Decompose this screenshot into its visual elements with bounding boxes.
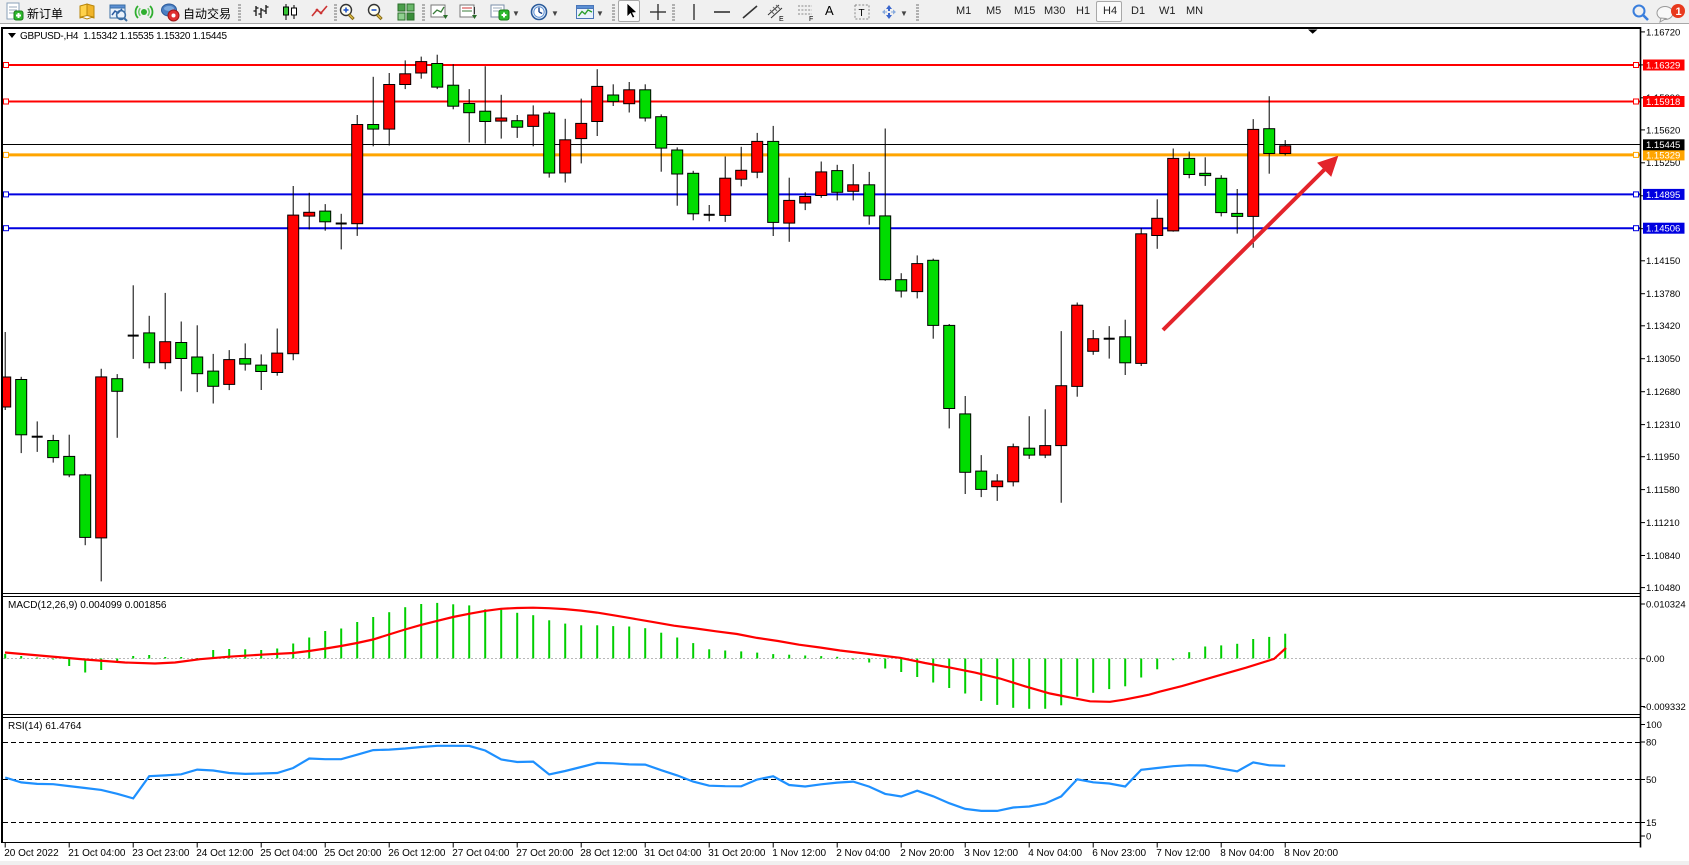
svg-text:1.14506: 1.14506	[1646, 224, 1680, 235]
svg-text:1.15918: 1.15918	[1646, 97, 1680, 108]
svg-text:3 Nov 12:00: 3 Nov 12:00	[964, 848, 1018, 859]
svg-text:1.13050: 1.13050	[1646, 354, 1680, 365]
svg-text:1.15445: 1.15445	[1646, 140, 1680, 151]
svg-text:MACD(12,26,9) 0.004099 0.00185: MACD(12,26,9) 0.004099 0.001856	[8, 600, 167, 611]
svg-text:25 Oct 20:00: 25 Oct 20:00	[324, 848, 382, 859]
svg-text:0: 0	[1646, 831, 1651, 842]
svg-text:1.10840: 1.10840	[1646, 551, 1680, 562]
svg-text:1.11580: 1.11580	[1646, 485, 1680, 496]
svg-text:7 Nov 12:00: 7 Nov 12:00	[1156, 848, 1210, 859]
svg-text:31 Oct 20:00: 31 Oct 20:00	[708, 848, 766, 859]
svg-text:0.010324: 0.010324	[1646, 599, 1686, 610]
svg-text:1: 1	[1676, 6, 1682, 18]
svg-text:15: 15	[1646, 818, 1657, 829]
svg-text:1.11210: 1.11210	[1646, 518, 1680, 529]
svg-text:-0.009332: -0.009332	[1643, 702, 1686, 713]
svg-text:8 Nov 04:00: 8 Nov 04:00	[1220, 848, 1274, 859]
svg-text:28 Oct 12:00: 28 Oct 12:00	[580, 848, 638, 859]
svg-text:1.16720: 1.16720	[1646, 27, 1680, 38]
svg-text:1 Nov 12:00: 1 Nov 12:00	[772, 848, 826, 859]
svg-text:E: E	[779, 16, 784, 22]
svg-text:1.13420: 1.13420	[1646, 321, 1680, 332]
svg-text:25 Oct 04:00: 25 Oct 04:00	[260, 848, 318, 859]
svg-text:27 Oct 04:00: 27 Oct 04:00	[452, 848, 510, 859]
svg-text:F: F	[809, 16, 813, 22]
svg-text:1.10480: 1.10480	[1646, 583, 1680, 594]
svg-text:8 Nov 20:00: 8 Nov 20:00	[1284, 848, 1338, 859]
svg-text:23 Oct 23:00: 23 Oct 23:00	[132, 848, 190, 859]
svg-text:1.15329: 1.15329	[1646, 150, 1680, 161]
svg-text:24 Oct 12:00: 24 Oct 12:00	[196, 848, 254, 859]
svg-text:20 Oct 2022: 20 Oct 2022	[4, 848, 59, 859]
svg-text:50: 50	[1646, 775, 1657, 786]
svg-text:4 Nov 04:00: 4 Nov 04:00	[1028, 848, 1082, 859]
svg-text:2 Nov 20:00: 2 Nov 20:00	[900, 848, 954, 859]
svg-text:1.12680: 1.12680	[1646, 387, 1680, 398]
svg-text:21 Oct 04:00: 21 Oct 04:00	[68, 848, 126, 859]
svg-text:1.15250: 1.15250	[1646, 158, 1680, 169]
svg-text:T: T	[859, 8, 865, 19]
svg-text:100: 100	[1646, 720, 1662, 731]
svg-text:1.13780: 1.13780	[1646, 289, 1680, 300]
svg-text:1.12310: 1.12310	[1646, 420, 1680, 431]
svg-text:1.14895: 1.14895	[1646, 190, 1680, 201]
svg-text:80: 80	[1646, 737, 1657, 748]
svg-text:31 Oct 04:00: 31 Oct 04:00	[644, 848, 702, 859]
svg-text:GBPUSD-,H4 1.15342 1.15535 1.: GBPUSD-,H4 1.15342 1.15535 1.15320 1.154…	[20, 31, 227, 42]
svg-text:2 Nov 04:00: 2 Nov 04:00	[836, 848, 890, 859]
svg-text:27 Oct 20:00: 27 Oct 20:00	[516, 848, 574, 859]
svg-text:RSI(14) 61.4764: RSI(14) 61.4764	[8, 721, 82, 732]
svg-text:1.15620: 1.15620	[1646, 125, 1680, 136]
svg-text:26 Oct 12:00: 26 Oct 12:00	[388, 848, 446, 859]
svg-text:1.14150: 1.14150	[1646, 256, 1680, 267]
svg-text:6 Nov 23:00: 6 Nov 23:00	[1092, 848, 1146, 859]
svg-text:1.16329: 1.16329	[1646, 60, 1680, 71]
svg-text:0.00: 0.00	[1646, 654, 1665, 665]
svg-text:1.11950: 1.11950	[1646, 452, 1680, 463]
